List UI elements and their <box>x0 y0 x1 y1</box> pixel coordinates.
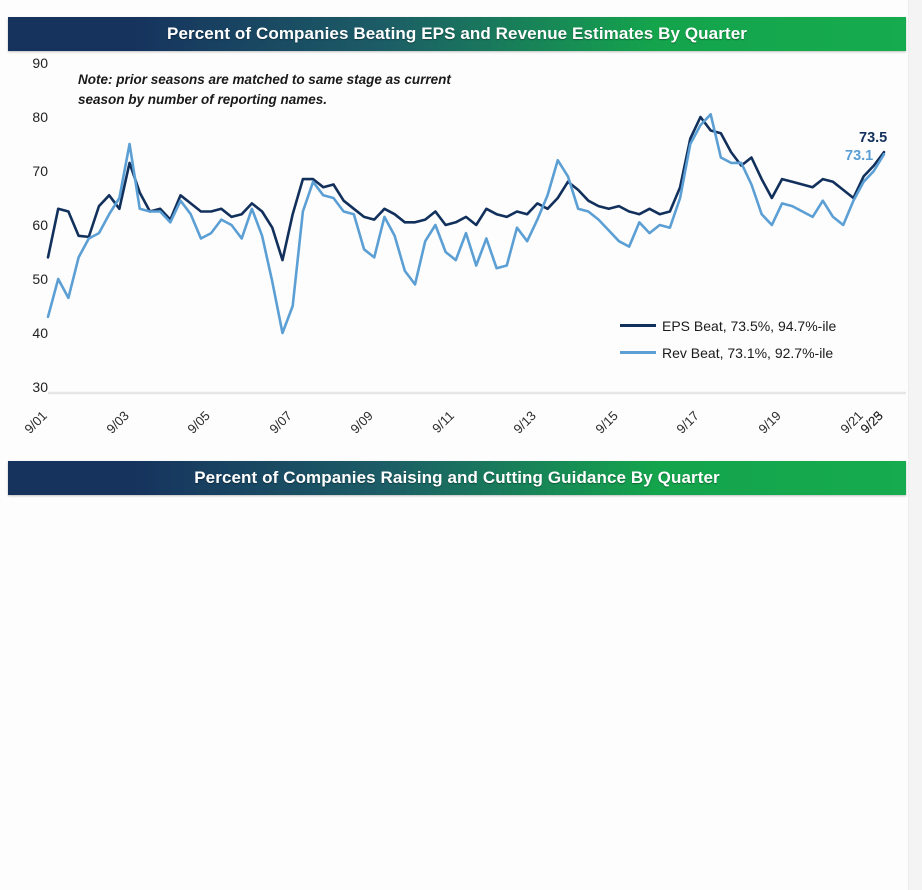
y-axis-tick-label: 70 <box>32 163 48 179</box>
x-axis-tick-label: 9/13 <box>510 408 540 437</box>
x-axis-tick-label: 9/09 <box>347 408 377 437</box>
y-axis-tick-label: 40 <box>32 325 48 341</box>
y-axis-tick-label: 30 <box>32 379 48 395</box>
page-right-gutter <box>908 0 922 890</box>
series-line-rev-beat <box>46 113 886 335</box>
x-axis-tick-label: 9/11 <box>428 408 457 436</box>
x-axis-tick-label: 9/19 <box>755 408 784 437</box>
y-axis-tick-label: 60 <box>32 217 48 233</box>
series-line-eps-beat <box>46 115 886 262</box>
panel-eps-line-chart <box>46 113 906 395</box>
y-axis-tick-label: 90 <box>32 55 48 71</box>
x-axis-tick-label: 9/07 <box>266 408 295 437</box>
x-axis-tick-label: 9/17 <box>673 408 703 437</box>
y-axis-tick-label: 80 <box>32 109 48 125</box>
panel-guidance-title: Percent of Companies Raising and Cutting… <box>194 468 720 487</box>
panel-eps-x-axis: 9/01 9/03 9/05 9/07 9/09 9/11 9/13 9/15 9/17 9/19… <box>0 398 922 448</box>
x-axis-tick-label: 9/03 <box>102 408 132 437</box>
x-axis-tick-label: 9/15 <box>592 408 621 437</box>
panel-guidance: Percent of Companies Raising and Cutting… <box>0 452 922 890</box>
legend-line-swatch <box>620 324 656 327</box>
x-axis-tick-label: 9/05 <box>184 408 214 437</box>
panel-eps-legend: EPS Beat, 73.5%, 94.7%-ile Rev Beat, 73.1… <box>620 312 836 366</box>
x-axis-tick-label: 9/01 <box>21 408 50 437</box>
legend-line-swatch <box>620 351 656 354</box>
panel-eps-title: Percent of Companies Beating EPS and Rev… <box>167 24 747 43</box>
panel-eps-y-axis: 30 40 50 60 70 80 90 <box>0 55 48 395</box>
x-axis-tick-label: 9/25 <box>857 408 886 437</box>
panel-eps-end-label-rev-beat: 73.1 <box>845 148 874 164</box>
panel-eps-plot-area: 30 40 50 60 70 80 90 <box>0 55 922 395</box>
y-axis-tick-label: 50 <box>32 271 48 287</box>
panel-guidance-title-bar: Percent of Companies Raising and Cutting… <box>8 461 906 495</box>
legend-item[interactable]: Rev Beat, 73.1%, 92.7%-ile <box>620 339 836 366</box>
panel-eps-note-line-1: Note: prior seasons are matched to same … <box>78 72 451 87</box>
legend-item[interactable]: EPS Beat, 73.5%, 94.7%-ile <box>620 312 836 339</box>
panel-eps-note-line-2: season by number of reporting names. <box>78 92 328 108</box>
panel-eps-note: Note: prior seasons are matched to same … <box>78 70 451 111</box>
legend-item-label: EPS Beat, 73.5%, 94.7%-ile <box>662 317 837 334</box>
panel-eps-title-bar: Percent of Companies Beating EPS and Rev… <box>8 17 906 51</box>
legend-item-label: Rev Beat, 73.1%, 92.7%-ile <box>662 344 834 361</box>
panel-eps-end-label-eps-beat: 73.5 <box>859 130 888 146</box>
panel-eps-beat: Percent of Companies Beating EPS and Rev… <box>0 17 922 448</box>
